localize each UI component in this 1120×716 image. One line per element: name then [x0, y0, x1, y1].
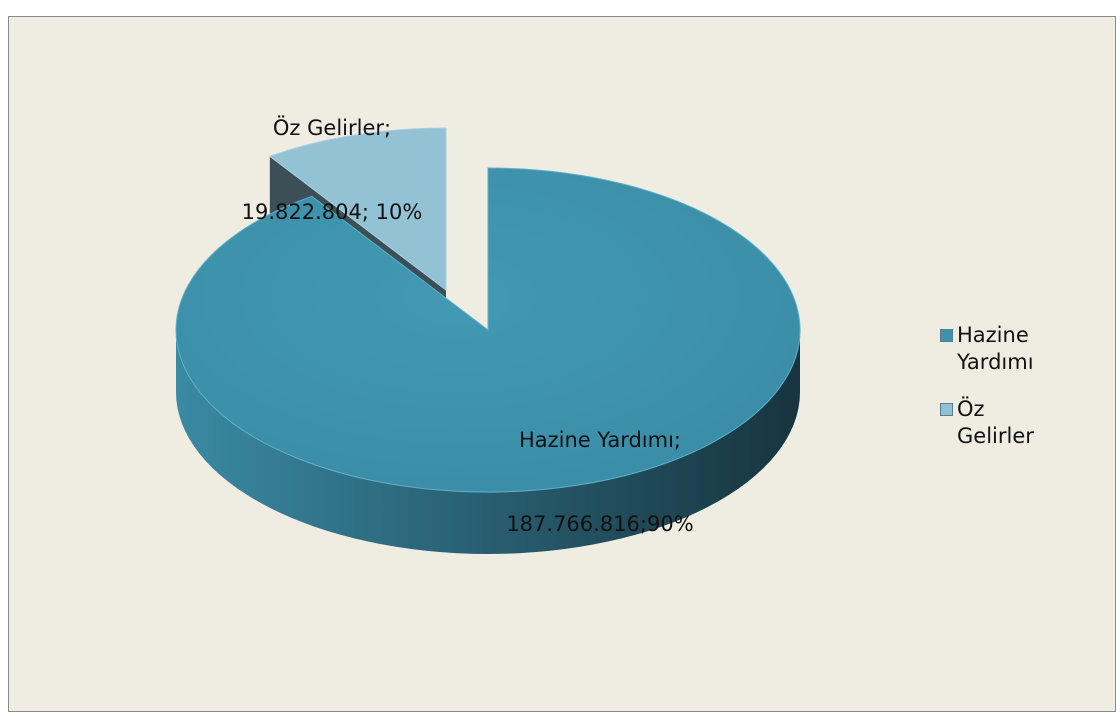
data-label-oz-value: 19.822.804; 10%	[241, 200, 423, 224]
slice-hazine-yardimi	[175, 167, 801, 493]
legend: Hazine Yardımı Öz Gelirler	[940, 322, 1067, 470]
data-label-hazine-value: 187.766.816;90%	[506, 512, 694, 536]
legend-item-hazine: Hazine Yardımı	[940, 322, 1067, 376]
data-label-oz-gelirler: Öz Gelirler; 19.822.804; 10%	[222, 58, 442, 254]
slice-oz-gelirler	[268, 127, 447, 292]
legend-label-oz: Öz Gelirler	[957, 397, 1034, 448]
legend-label-hazine-2: Yardımı	[957, 350, 1034, 374]
legend-label-hazine-1: Hazine	[957, 323, 1029, 347]
legend-swatch-hazine	[940, 329, 953, 342]
data-label-hazine-name: Hazine Yardımı;	[518, 428, 682, 452]
data-label-oz-name: Öz Gelirler;	[272, 116, 392, 140]
legend-swatch-oz	[940, 403, 953, 416]
legend-item-oz: Öz Gelirler	[940, 396, 1067, 450]
slice-hazine-side	[176, 330, 800, 554]
data-label-hazine-yardimi: Hazine Yardımı; 187.766.816;90%	[470, 370, 730, 566]
top-strip	[0, 0, 1120, 14]
